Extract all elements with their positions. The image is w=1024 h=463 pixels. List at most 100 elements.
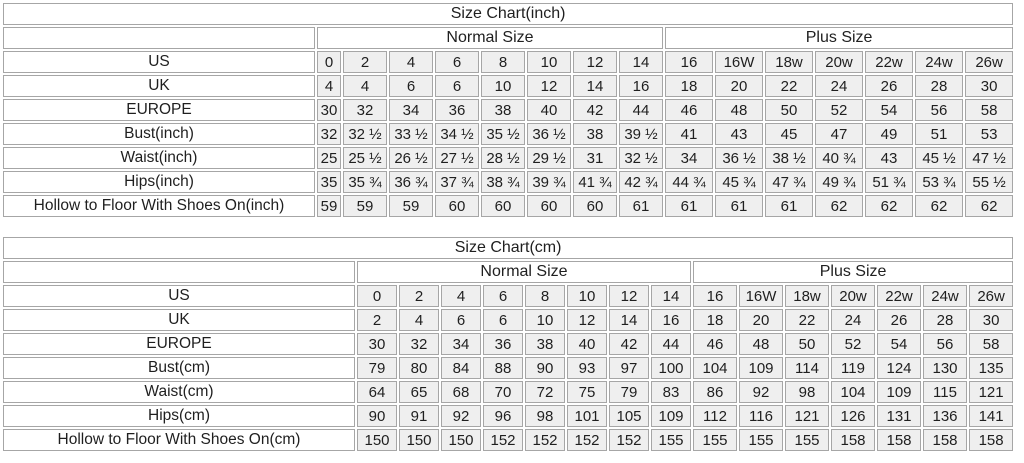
data-cell: 150 bbox=[357, 429, 397, 451]
data-cell: 10 bbox=[527, 51, 571, 73]
data-cell: 155 bbox=[739, 429, 783, 451]
row-label: EUROPE bbox=[3, 333, 355, 355]
data-cell: 51 bbox=[915, 123, 963, 145]
data-cell: 64 bbox=[357, 381, 397, 403]
data-cell: 16 bbox=[693, 285, 737, 307]
data-cell: 152 bbox=[525, 429, 565, 451]
table-row: Bust(inch) 32 32 ½ 33 ½ 34 ½ 35 ½ 36 ½ 38 39 ½ 41… bbox=[3, 123, 1014, 145]
data-cell: 28 bbox=[923, 309, 967, 331]
data-cell: 121 bbox=[785, 405, 829, 427]
data-cell: 25 bbox=[317, 147, 341, 169]
data-cell: 83 bbox=[651, 381, 691, 403]
data-cell: 27 ½ bbox=[435, 147, 479, 169]
data-cell: 33 ½ bbox=[389, 123, 433, 145]
data-cell: 98 bbox=[785, 381, 829, 403]
data-cell: 20w bbox=[815, 51, 863, 73]
data-cell: 88 bbox=[483, 357, 523, 379]
data-cell: 30 bbox=[317, 99, 341, 121]
data-cell: 43 bbox=[865, 147, 913, 169]
data-cell: 41 ¾ bbox=[573, 171, 617, 193]
data-cell: 60 bbox=[435, 195, 479, 217]
data-cell: 2 bbox=[343, 51, 387, 73]
row-label: Hips(cm) bbox=[3, 405, 355, 427]
row-label: UK bbox=[3, 75, 315, 97]
data-cell: 16 bbox=[619, 75, 663, 97]
size-charts-page: Size Chart(inch) Normal Size Plus Size US 0 2… bbox=[0, 1, 1024, 453]
table-row: UK 2 4 6 6 10 12 14 16 18 20 22 24 26 28 30 bbox=[3, 309, 1014, 331]
data-cell: 30 bbox=[965, 75, 1014, 97]
data-cell: 32 ½ bbox=[343, 123, 387, 145]
data-cell: 131 bbox=[877, 405, 921, 427]
data-cell: 10 bbox=[481, 75, 525, 97]
data-cell: 40 bbox=[567, 333, 607, 355]
data-cell: 39 ½ bbox=[619, 123, 663, 145]
data-cell: 32 bbox=[343, 99, 387, 121]
data-cell: 38 bbox=[525, 333, 565, 355]
size-chart-cm-table: Size Chart(cm) Normal Size Plus Size US 0 2 4 6… bbox=[1, 235, 1015, 453]
data-cell: 135 bbox=[969, 357, 1014, 379]
data-cell: 60 bbox=[527, 195, 571, 217]
data-cell: 12 bbox=[609, 285, 649, 307]
data-cell: 46 bbox=[693, 333, 737, 355]
data-cell: 104 bbox=[831, 381, 875, 403]
data-cell: 59 bbox=[317, 195, 341, 217]
data-cell: 38 ¾ bbox=[481, 171, 525, 193]
data-cell: 42 ¾ bbox=[619, 171, 663, 193]
row-label: Waist(inch) bbox=[3, 147, 315, 169]
data-cell: 155 bbox=[785, 429, 829, 451]
data-cell: 26 bbox=[877, 309, 921, 331]
data-cell: 4 bbox=[317, 75, 341, 97]
row-label: Hollow to Floor With Shoes On(inch) bbox=[3, 195, 315, 217]
data-cell: 20 bbox=[739, 309, 783, 331]
data-cell: 46 bbox=[665, 99, 713, 121]
data-cell: 26 ½ bbox=[389, 147, 433, 169]
data-cell: 4 bbox=[343, 75, 387, 97]
data-cell: 47 ½ bbox=[965, 147, 1014, 169]
data-cell: 18w bbox=[765, 51, 813, 73]
data-cell: 18w bbox=[785, 285, 829, 307]
data-cell: 119 bbox=[831, 357, 875, 379]
data-cell: 91 bbox=[399, 405, 439, 427]
data-cell: 38 ½ bbox=[765, 147, 813, 169]
group-header-row: Normal Size Plus Size bbox=[3, 261, 1014, 283]
data-cell: 49 bbox=[865, 123, 913, 145]
group-header-normal-size: Normal Size bbox=[357, 261, 691, 283]
data-cell: 50 bbox=[785, 333, 829, 355]
data-cell: 14 bbox=[619, 51, 663, 73]
size-chart-inch-table: Size Chart(inch) Normal Size Plus Size US 0 2… bbox=[1, 1, 1015, 219]
table-row: EUROPE 30 32 34 36 38 40 42 44 46 48 50 52 54 56 58 bbox=[3, 99, 1014, 121]
data-cell: 34 bbox=[441, 333, 481, 355]
row-label: Bust(inch) bbox=[3, 123, 315, 145]
data-cell: 79 bbox=[357, 357, 397, 379]
data-cell: 90 bbox=[525, 357, 565, 379]
data-cell: 48 bbox=[739, 333, 783, 355]
data-cell: 36 bbox=[435, 99, 479, 121]
data-cell: 24 bbox=[815, 75, 863, 97]
data-cell: 4 bbox=[389, 51, 433, 73]
empty-corner-cell bbox=[3, 27, 315, 49]
table-row: Hips(cm) 90 91 92 96 98 101 105 109 112 116 121 126 1… bbox=[3, 405, 1014, 427]
data-cell: 61 bbox=[665, 195, 713, 217]
data-cell: 2 bbox=[399, 285, 439, 307]
data-cell: 152 bbox=[609, 429, 649, 451]
data-cell: 6 bbox=[435, 75, 479, 97]
data-cell: 52 bbox=[815, 99, 863, 121]
data-cell: 37 ¾ bbox=[435, 171, 479, 193]
data-cell: 56 bbox=[915, 99, 963, 121]
data-cell: 14 bbox=[573, 75, 617, 97]
data-cell: 61 bbox=[715, 195, 763, 217]
data-cell: 12 bbox=[573, 51, 617, 73]
data-cell: 32 bbox=[399, 333, 439, 355]
data-cell: 16 bbox=[665, 51, 713, 73]
table-row: EUROPE 30 32 34 36 38 40 42 44 46 48 50 52 54 56 58 bbox=[3, 333, 1014, 355]
data-cell: 44 bbox=[651, 333, 691, 355]
data-cell: 109 bbox=[877, 381, 921, 403]
data-cell: 35 bbox=[317, 171, 341, 193]
data-cell: 18 bbox=[665, 75, 713, 97]
data-cell: 22 bbox=[765, 75, 813, 97]
data-cell: 20 bbox=[715, 75, 763, 97]
data-cell: 6 bbox=[483, 285, 523, 307]
data-cell: 75 bbox=[567, 381, 607, 403]
row-label: Bust(cm) bbox=[3, 357, 355, 379]
data-cell: 61 bbox=[619, 195, 663, 217]
